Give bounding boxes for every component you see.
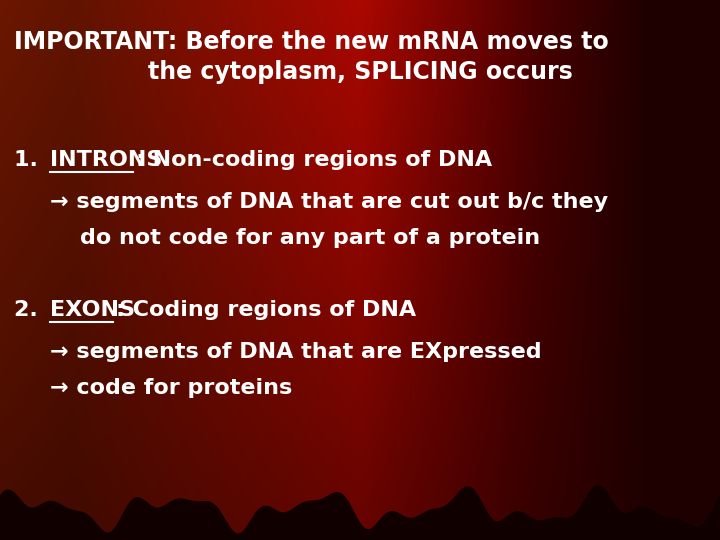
Text: → segments of DNA that are EXpressed: → segments of DNA that are EXpressed xyxy=(50,342,541,362)
Text: : Non-coding regions of DNA: : Non-coding regions of DNA xyxy=(136,150,492,170)
Text: IMPORTANT: Before the new mRNA moves to: IMPORTANT: Before the new mRNA moves to xyxy=(14,30,608,54)
Text: EXONS: EXONS xyxy=(50,300,135,320)
Text: 2.: 2. xyxy=(14,300,45,320)
Text: do not code for any part of a protein: do not code for any part of a protein xyxy=(80,228,540,248)
Text: → segments of DNA that are cut out b/c they: → segments of DNA that are cut out b/c t… xyxy=(50,192,608,212)
Text: INTRONS: INTRONS xyxy=(50,150,163,170)
Text: 1.: 1. xyxy=(14,150,45,170)
Text: the cytoplasm, SPLICING occurs: the cytoplasm, SPLICING occurs xyxy=(148,60,572,84)
Text: → code for proteins: → code for proteins xyxy=(50,378,292,398)
Text: : Coding regions of DNA: : Coding regions of DNA xyxy=(116,300,416,320)
